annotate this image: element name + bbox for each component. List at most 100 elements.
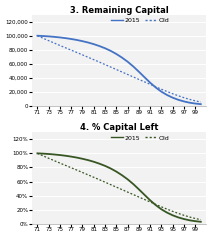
Old — [36, 152, 39, 155]
Old — [76, 51, 78, 54]
2015 — [171, 96, 174, 99]
Old — [166, 208, 168, 211]
Old — [87, 56, 89, 59]
Legend: 2015, Old: 2015, Old — [111, 18, 169, 23]
2015 — [47, 35, 50, 38]
2015 — [70, 38, 73, 40]
Old — [177, 212, 180, 215]
2015 — [76, 39, 78, 41]
Old — [59, 44, 61, 47]
Old — [160, 88, 163, 91]
2015 — [166, 94, 168, 96]
2015 — [132, 183, 134, 185]
Old — [143, 198, 146, 201]
2015 — [109, 167, 112, 170]
Old — [47, 39, 50, 42]
Old — [166, 90, 168, 93]
Old — [149, 200, 151, 203]
Line: 2015: 2015 — [37, 153, 201, 222]
Old — [109, 183, 112, 186]
2015 — [177, 98, 180, 101]
2015 — [188, 101, 191, 104]
2015 — [132, 65, 134, 68]
Old — [121, 70, 123, 73]
2015 — [98, 45, 101, 47]
2015 — [42, 152, 44, 155]
2015 — [149, 81, 151, 84]
2015 — [36, 152, 39, 155]
2015 — [81, 40, 84, 43]
Old — [42, 37, 44, 40]
Old — [183, 96, 185, 99]
2015 — [104, 47, 106, 50]
Old — [171, 210, 174, 213]
2015 — [177, 216, 180, 219]
Old — [121, 188, 123, 191]
Old — [87, 174, 89, 176]
Old — [81, 54, 84, 56]
Old — [115, 186, 118, 188]
Old — [92, 176, 95, 179]
2015 — [155, 204, 157, 207]
2015 — [59, 36, 61, 39]
Old — [53, 159, 56, 162]
2015 — [53, 35, 56, 38]
2015 — [70, 155, 73, 158]
2015 — [92, 43, 95, 45]
Title: 3. Remaining Capital: 3. Remaining Capital — [70, 5, 169, 15]
Old — [115, 68, 118, 71]
2015 — [188, 219, 191, 222]
2015 — [47, 153, 50, 155]
Line: Old: Old — [37, 36, 201, 102]
2015 — [166, 211, 168, 214]
Old — [98, 61, 101, 64]
Old — [171, 92, 174, 95]
Old — [70, 49, 73, 52]
2015 — [126, 178, 129, 181]
Old — [194, 217, 197, 220]
Old — [199, 218, 202, 221]
Old — [199, 101, 202, 104]
Legend: 2015, Old: 2015, Old — [111, 135, 169, 141]
Old — [132, 193, 134, 196]
Old — [143, 80, 146, 83]
2015 — [138, 188, 140, 191]
Old — [109, 66, 112, 69]
2015 — [183, 100, 185, 103]
2015 — [199, 103, 202, 106]
2015 — [121, 56, 123, 59]
2015 — [121, 174, 123, 177]
Old — [183, 214, 185, 217]
2015 — [115, 170, 118, 173]
Old — [36, 34, 39, 37]
2015 — [53, 153, 56, 156]
2015 — [87, 159, 89, 162]
Old — [104, 181, 106, 183]
Line: 2015: 2015 — [37, 36, 201, 104]
2015 — [194, 102, 197, 105]
Old — [155, 85, 157, 88]
Old — [98, 178, 101, 181]
2015 — [194, 220, 197, 223]
Old — [47, 157, 50, 160]
2015 — [104, 164, 106, 167]
Old — [194, 99, 197, 102]
Line: Old: Old — [37, 153, 201, 220]
2015 — [126, 60, 129, 63]
Old — [138, 78, 140, 81]
Old — [64, 164, 67, 167]
Title: 4. % Capital Left: 4. % Capital Left — [80, 123, 158, 132]
Old — [104, 63, 106, 66]
Old — [59, 162, 61, 164]
2015 — [98, 162, 101, 165]
Old — [160, 205, 163, 208]
Old — [132, 75, 134, 78]
2015 — [64, 154, 67, 157]
2015 — [115, 53, 118, 55]
Old — [177, 94, 180, 97]
2015 — [36, 34, 39, 37]
2015 — [64, 37, 67, 40]
2015 — [143, 76, 146, 79]
2015 — [76, 156, 78, 159]
2015 — [42, 35, 44, 37]
